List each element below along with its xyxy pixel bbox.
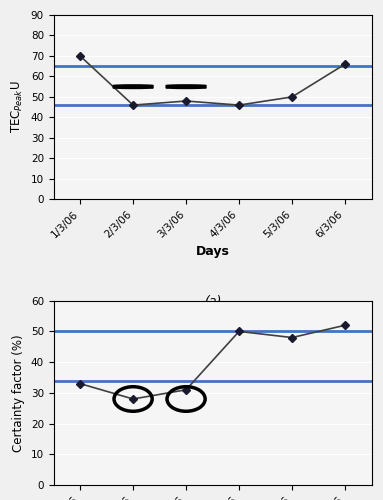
X-axis label: Days: Days: [196, 246, 229, 258]
Y-axis label: Certainty factor (%): Certainty factor (%): [12, 334, 25, 452]
Y-axis label: TEC$_{Peak}$U: TEC$_{Peak}$U: [10, 81, 25, 134]
Text: (a): (a): [204, 295, 221, 308]
